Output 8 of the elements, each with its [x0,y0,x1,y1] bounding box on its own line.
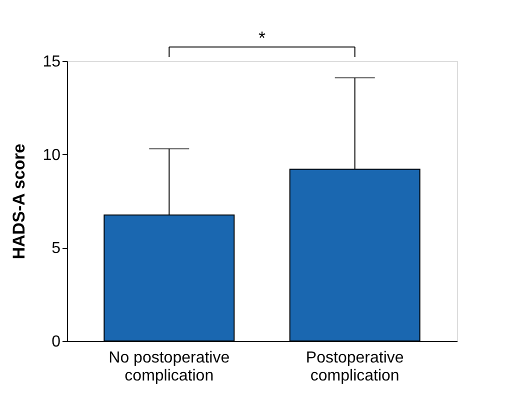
text: * [258,28,266,48]
y-tick-label: 0 [52,334,61,350]
y-tick-label: 5 [52,240,61,258]
x-tick-label: No postoperative complication [108,350,230,384]
y-axis-title: HADS-A score [10,144,29,260]
y-tick-label: 15 [42,54,61,70]
x-tick-label: Postoperative complication [306,350,404,384]
y-tick-label: 10 [42,146,61,164]
